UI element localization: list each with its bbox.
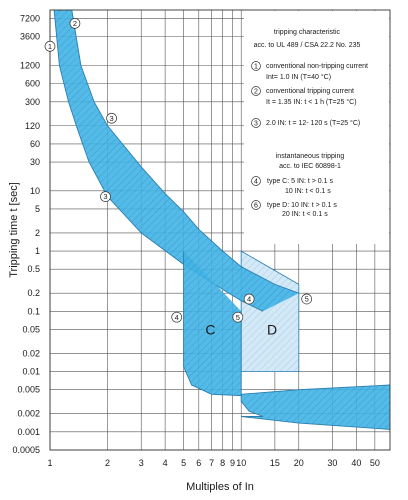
point-marker-label: 5 [305,295,309,304]
legend-marker-4-label: 4 [254,179,258,186]
legend-marker-6-label: 6 [254,203,258,210]
legend-item-6-line1: type D: 10 IN: t > 0.1 s [267,202,337,209]
x-tick-label: 40 [351,458,361,468]
y-tick-label: 0.001 [17,427,40,437]
point-marker-label: 3 [110,114,114,123]
point-marker [243,293,255,305]
plot-area [53,10,390,430]
y-tick-label: 0.0005 [12,445,40,455]
legend-item-2-detail: It = 1.35 IN: t < 1 h (T=25 °C) [266,98,357,106]
axis-ticks: 1 2 3 4 5 6 7 8 9 10 15 20 30 40 507200360012006003001… [12,14,379,468]
legend-panel: tripping characteristic acc. to UL 489 /… [251,29,368,218]
point-marker [171,311,183,323]
point-marker-label: 2 [73,19,77,28]
y-tick-label: 300 [25,97,40,107]
legend-marker-3-label: 3 [254,121,258,128]
point-marker-label: 4 [247,295,251,304]
y-tick-label: 10 [30,186,40,196]
y-tick-label: 5 [35,204,40,214]
legend-marker-4 [251,176,261,186]
legend-item-3-detail: 2.0 IN: t = 12- 120 s (T=25 °C) [266,119,360,127]
y-tick-label: 1200 [20,60,40,70]
plot-frame [49,9,391,451]
point-marker [106,112,117,124]
y-tick-label: 0.02 [22,348,40,358]
x-tick-label: 9 [230,458,235,468]
thermal-band-hatch [54,10,299,312]
legend-item-4-line1: type C: 5 IN: t > 0.1 s [267,178,333,185]
legend-heading: tripping characteristic [274,29,341,36]
c-upper-curve [183,251,390,397]
point-marker [100,191,111,202]
y-tick-label: 0.1 [27,306,40,316]
legend-marker-2-label: 2 [254,89,258,96]
y-tick-label: 60 [30,139,40,149]
y-tick-label: 30 [30,157,40,167]
x-tick-label: 1 [47,458,52,468]
x-tick-label: 15 [270,458,280,468]
legend-item-6-line2: 20 IN: t < 0.1 s [282,211,328,218]
point-marker-label: 4 [175,313,179,322]
y-tick-label: 600 [25,79,40,89]
y-tick-label: 7200 [20,14,40,24]
thermal-upper-curve [71,10,299,294]
point-marker-label: 5 [236,313,240,322]
y-tick-label: 1 [35,246,40,256]
y-tick-label: 0.01 [22,367,40,377]
x-tick-label: 6 [196,458,201,468]
point-marker [69,18,81,29]
legend-marker-6 [251,200,261,210]
x-tick-label: 4 [163,458,168,468]
legend-heading-iec: acc. to IEC 60898-1 [279,163,341,170]
y-tick-label: 0.005 [17,385,40,395]
region-label: D [267,321,277,337]
legend-marker-1 [251,61,261,71]
legend-item-1-title: conventional non-tripping current [266,63,368,70]
x-tick-label: 8 [220,458,225,468]
y-tick-label: 0.2 [27,288,40,298]
x-tick-label: 3 [139,458,144,468]
y-tick-label: 0.05 [22,324,40,334]
legend-item-4-line2: 10 IN: t < 0.1 s [285,188,331,195]
y-tick-label: 0.5 [27,264,40,274]
x-axis-title: Multiples of In [186,481,254,493]
y-tick-label: 120 [25,121,40,131]
legend-marker-1-label: 1 [254,64,258,71]
region-label: C [205,321,215,337]
y-tick-label: 0.002 [17,409,40,419]
legend-marker-2 [251,86,261,96]
x-tick-label: 5 [181,458,186,468]
legend-heading-instantaneous: instantaneous tripping [276,153,345,160]
x-tick-label: 7 [209,458,214,468]
legend-background [244,11,389,244]
x-tick-label: 30 [327,458,337,468]
legend-heading-standard: acc. to UL 489 / CSA 22.2 No. 235 [254,42,361,49]
c-lower-curve [240,311,390,430]
y-tick-label: 3600 [20,32,40,42]
y-tick-label: 2 [35,228,40,238]
plot-border [49,9,391,451]
x-tick-label: 2 [105,458,110,468]
x-tick-label: 10 [236,458,246,468]
legend-marker-3 [251,118,261,128]
grid [49,10,390,451]
x-tick-label: 20 [294,458,304,468]
point-marker [232,311,244,323]
point-marker-label: 1 [48,42,52,51]
point-marker-label: 3 [103,192,107,201]
point-marker [301,293,313,305]
legend-item-2-title: conventional tripping current [266,88,354,95]
y-axis-title: Tripping time t [sec] [8,182,20,278]
c-band-hatch [183,251,390,430]
point-marker [44,40,56,52]
x-tick-label: 50 [370,458,380,468]
legend-item-1-detail: Int= 1.0 IN (T=40 °C) [266,73,331,81]
